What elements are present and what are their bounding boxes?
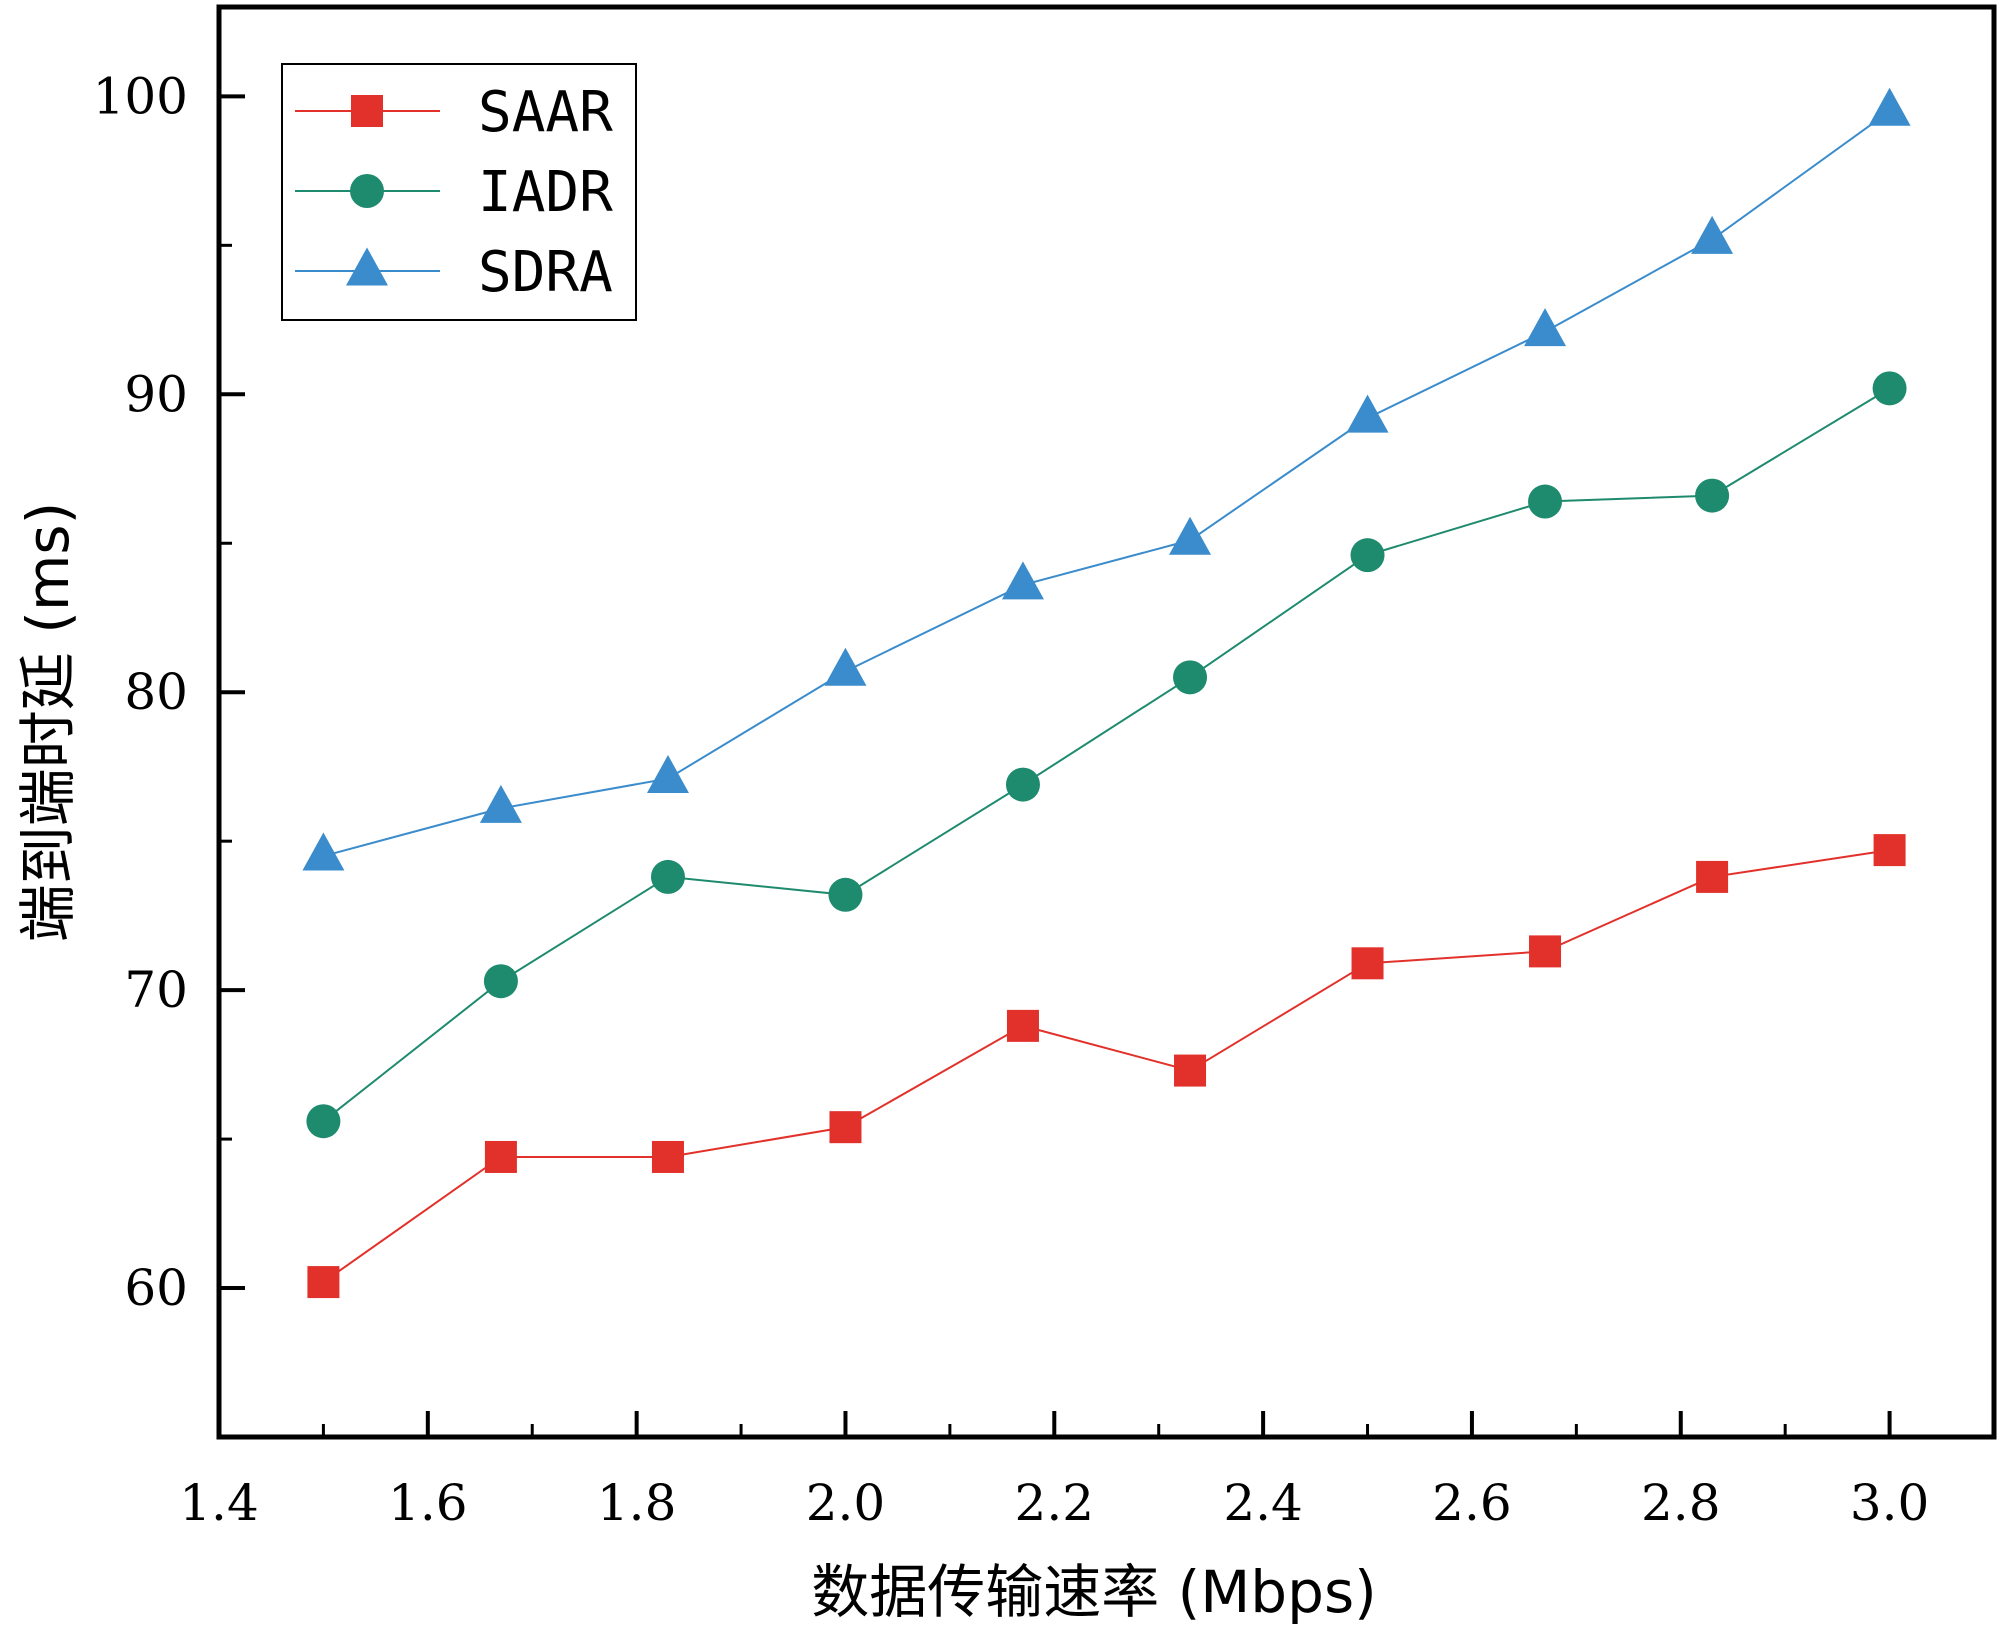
- y-tick-label: 60: [124, 1259, 188, 1317]
- data-point-iadr: [828, 877, 863, 912]
- x-axis-title: 数据传输速率 (Mbps): [811, 1558, 1377, 1626]
- data-point-sdra: [1691, 215, 1734, 254]
- data-point-sdra: [1524, 308, 1567, 347]
- x-tick-label: 2.8: [1641, 1474, 1721, 1532]
- data-point-sdra: [1346, 394, 1389, 433]
- x-tick-label: 2.4: [1223, 1474, 1303, 1532]
- data-point-iadr: [1005, 767, 1040, 802]
- series-iadr: [306, 371, 1907, 1139]
- legend-label-saar: SAAR: [478, 80, 613, 145]
- y-tick-label: 80: [124, 663, 188, 721]
- data-point-sdra: [479, 784, 522, 823]
- plot-frame: [216, 4, 1997, 1440]
- x-tick-label: 3.0: [1850, 1474, 1930, 1532]
- legend-marker-iadr: [350, 174, 384, 208]
- data-point-sdra: [824, 647, 867, 686]
- data-point-iadr: [1695, 478, 1730, 513]
- data-point-saar: [651, 1140, 684, 1173]
- data-point-saar: [1696, 860, 1729, 893]
- x-tick-label: 2.0: [806, 1474, 886, 1532]
- series-line-iadr: [322, 387, 1891, 1122]
- legend-label-iadr: IADR: [478, 160, 613, 225]
- x-tick-label: 2.6: [1432, 1474, 1512, 1532]
- x-tick-label: 2.2: [1015, 1474, 1095, 1532]
- x-tick-label: 1.4: [179, 1474, 259, 1532]
- legend-label-sdra: SDRA: [478, 240, 613, 305]
- data-point-saar: [307, 1266, 340, 1299]
- data-point-iadr: [1872, 371, 1907, 406]
- data-point-saar: [484, 1140, 517, 1173]
- series-line-sdra: [323, 110, 1891, 858]
- data-point-saar: [829, 1111, 862, 1144]
- data-point-sdra: [646, 755, 689, 794]
- data-point-iadr: [1528, 484, 1563, 519]
- series-layer: [302, 87, 1911, 1299]
- y-tick-label: 100: [93, 67, 188, 125]
- series-line-saar: [322, 849, 1890, 1283]
- series-sdra: [302, 87, 1911, 871]
- y-axis-title: 端到端时延 (ms): [14, 502, 82, 942]
- data-point-iadr: [1350, 538, 1385, 573]
- data-point-sdra: [1169, 516, 1212, 555]
- data-point-iadr: [1173, 660, 1208, 695]
- data-point-iadr: [483, 964, 518, 999]
- x-tick-label: 1.6: [388, 1474, 468, 1532]
- y-tick-label: 90: [124, 365, 188, 423]
- series-saar: [307, 834, 1906, 1299]
- data-point-sdra: [1001, 561, 1044, 600]
- data-point-sdra: [1868, 87, 1911, 126]
- legend-marker-sdra: [346, 247, 388, 286]
- data-point-sdra: [302, 832, 345, 871]
- x-axis: 1.4 1.6 1.8 2.0 2.2 2.4 2.6 2.8 3.0: [179, 1411, 1929, 1532]
- data-point-saar: [1351, 947, 1384, 980]
- data-point-saar: [1873, 834, 1906, 867]
- legend-marker-saar: [351, 95, 383, 127]
- legend: SAAR IADR SDRA: [281, 63, 637, 321]
- data-point-iadr: [306, 1104, 341, 1139]
- x-tick-label: 1.8: [597, 1474, 677, 1532]
- data-point-saar: [1529, 935, 1562, 968]
- y-tick-label: 70: [124, 961, 188, 1019]
- data-point-saar: [1006, 1009, 1039, 1042]
- data-point-saar: [1174, 1054, 1207, 1087]
- y-axis: 60 70 80 90 100: [93, 67, 245, 1317]
- data-point-iadr: [650, 859, 685, 894]
